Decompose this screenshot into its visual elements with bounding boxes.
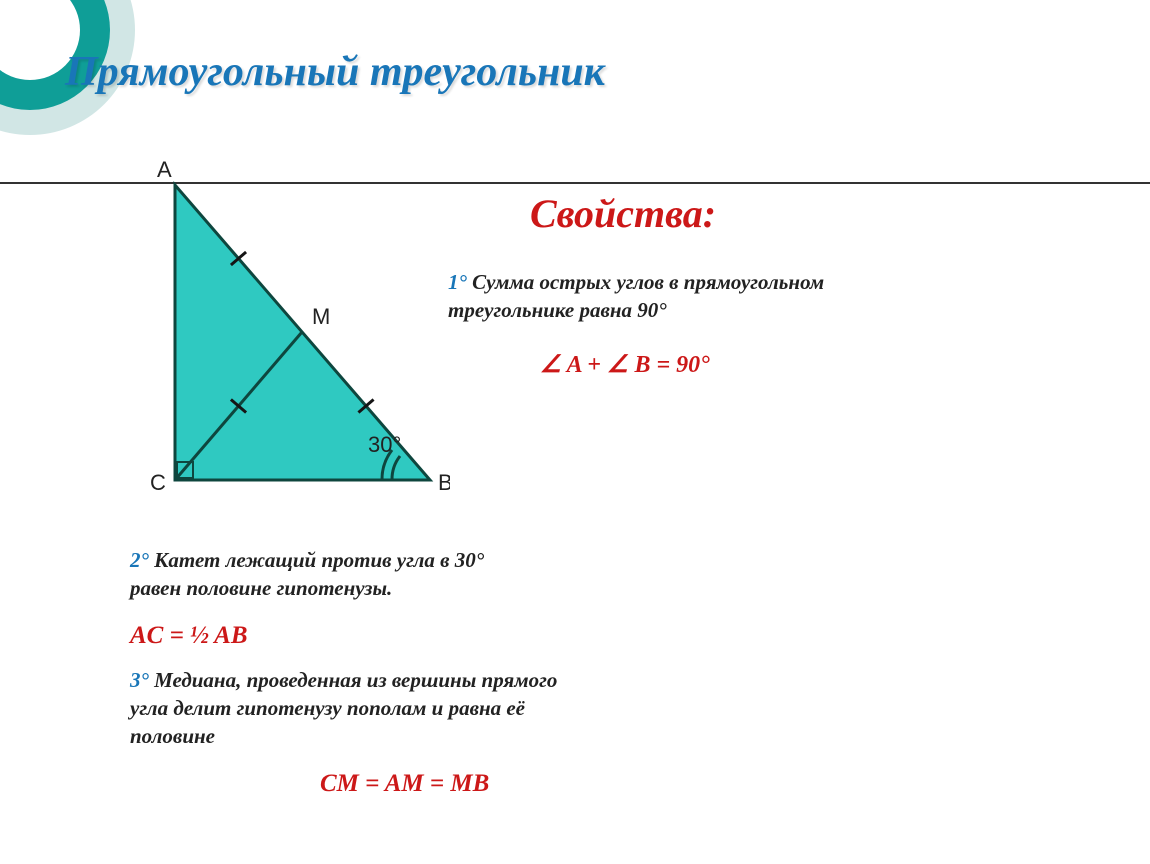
- property-2-text-line2: равен половине гипотенузы.: [130, 576, 392, 601]
- svg-text:C: C: [150, 470, 166, 495]
- property-1-formula: ∠ A + ∠ B = 90°: [540, 350, 710, 379]
- property-3-formula: CM = AM = MB: [320, 770, 489, 798]
- property-3-text-line1: Медиана, проведенная из вершины прямого: [154, 668, 557, 692]
- slide-title: Прямоугольный треугольник: [65, 48, 605, 96]
- property-3-text-line3: половине: [130, 724, 215, 749]
- property-3-number: 3°: [130, 668, 149, 692]
- svg-text:M: M: [312, 304, 330, 329]
- svg-text:B: B: [438, 470, 450, 495]
- property-1-text-line1: Сумма острых углов в прямоугольном: [472, 270, 824, 294]
- property-2-text-line1: Катет лежащий против угла в 30°: [154, 548, 484, 572]
- property-1-number: 1°: [448, 270, 467, 294]
- property-2-text: 2° Катет лежащий против угла в 30°: [130, 548, 484, 573]
- property-1-text-line2: треугольнике равна 90°: [448, 298, 667, 323]
- property-2-formula: AC = ½ AB: [130, 622, 248, 650]
- svg-text:A: A: [157, 157, 172, 182]
- triangle-diagram: A B C M 30°: [130, 150, 450, 510]
- property-3-text-line2: угла делит гипотенузу пополам и равна её: [130, 696, 525, 721]
- properties-heading: Свойства:: [530, 190, 716, 237]
- svg-text:30°: 30°: [368, 432, 401, 457]
- property-2-number: 2°: [130, 548, 149, 572]
- property-1-text: 1° Сумма острых углов в прямоугольном: [448, 270, 824, 295]
- property-3-text: 3° Медиана, проведенная из вершины прямо…: [130, 668, 557, 693]
